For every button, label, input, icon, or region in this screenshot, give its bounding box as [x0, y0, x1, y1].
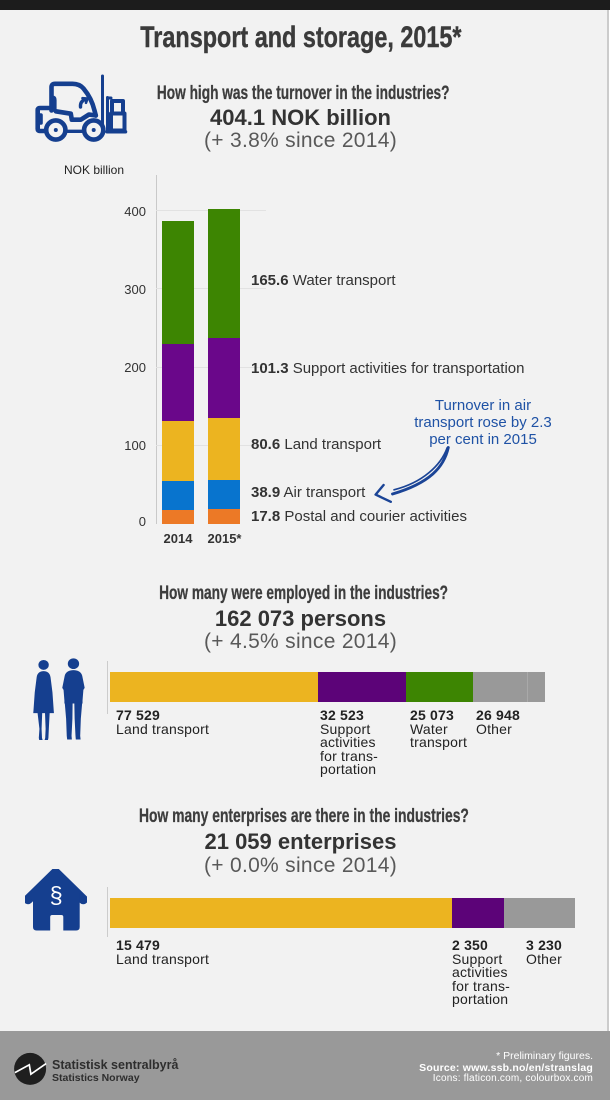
svg-text:§: § — [50, 882, 63, 908]
